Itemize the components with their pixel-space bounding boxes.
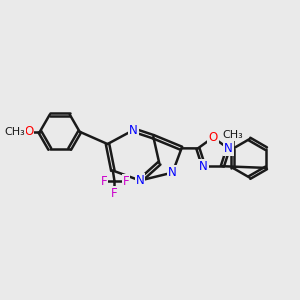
Text: N: N [224,142,233,155]
Text: F: F [123,175,129,188]
Text: N: N [129,124,138,136]
Text: O: O [208,131,218,144]
Text: CH₃: CH₃ [223,130,243,140]
Text: N: N [168,166,177,179]
Text: N: N [199,160,208,173]
Text: CH₃: CH₃ [4,127,25,137]
Text: F: F [111,187,118,200]
Text: F: F [100,175,107,188]
Text: N: N [136,174,144,187]
Text: O: O [24,125,33,138]
